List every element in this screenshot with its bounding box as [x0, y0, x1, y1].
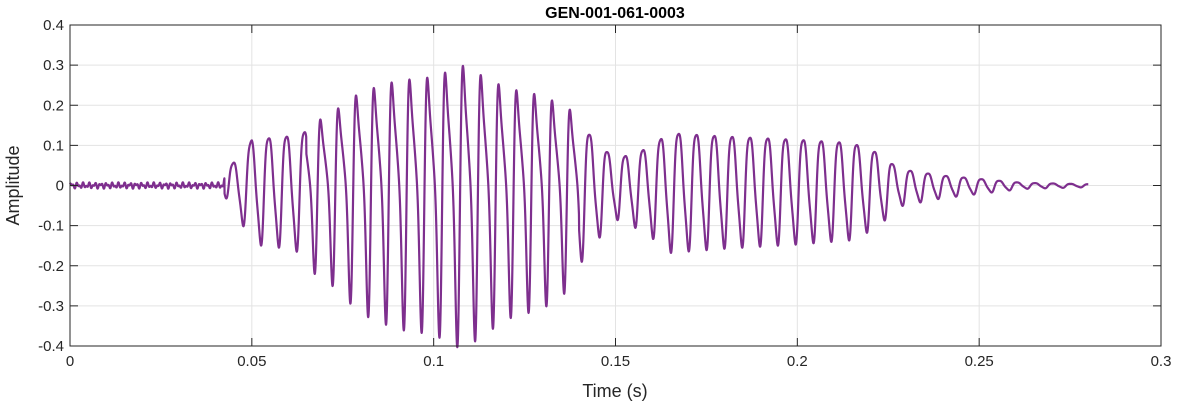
- x-tick-label: 0: [66, 353, 74, 370]
- y-tick-label: -0.2: [38, 258, 64, 275]
- waveform-series-line: [69, 64, 1090, 349]
- y-tick-label: 0.1: [43, 137, 64, 154]
- y-tick-label: -0.1: [38, 218, 64, 235]
- series-layer: [69, 64, 1090, 349]
- x-tick-label: 0.2: [787, 353, 808, 370]
- y-tick-labels: -0.4 -0.3 -0.2 -0.1 0 0.1 0.2 0.3 0.4: [38, 17, 64, 355]
- x-tick-label: 0.15: [601, 353, 630, 370]
- x-tick-label: 0.05: [237, 353, 266, 370]
- chart-title: GEN-001-061-0003: [545, 5, 685, 22]
- y-tick-label: 0: [56, 178, 64, 195]
- y-tick-label: -0.3: [38, 298, 64, 315]
- x-tick-label: 0.3: [1151, 353, 1172, 370]
- y-axis-label: Amplitude: [3, 145, 23, 225]
- x-axis-label: Time (s): [582, 381, 647, 401]
- tick-marks: [69, 24, 1162, 347]
- y-tick-label: 0.3: [43, 57, 64, 74]
- y-tick-label: -0.4: [38, 338, 64, 355]
- y-tick-label: 0.2: [43, 97, 64, 114]
- y-tick-label: 0.4: [43, 17, 64, 34]
- x-tick-label: 0.25: [965, 353, 994, 370]
- x-tick-label: 0.1: [423, 353, 444, 370]
- x-tick-labels: 0 0.05 0.1 0.15 0.2 0.25 0.3: [66, 353, 1172, 370]
